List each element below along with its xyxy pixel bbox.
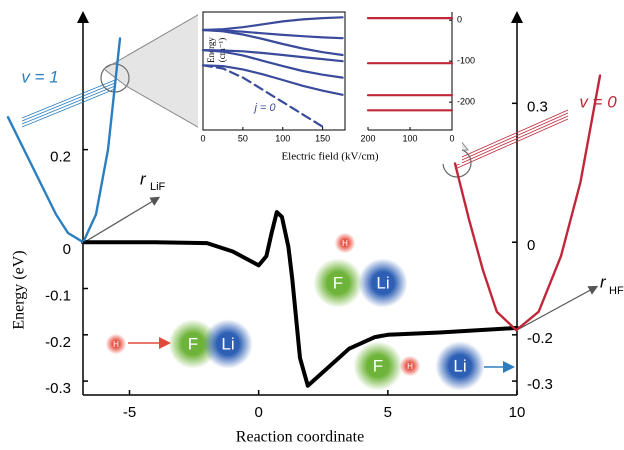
atom-label: H	[407, 362, 413, 371]
x-tick-label: 10	[509, 404, 526, 421]
atom-label: F	[188, 334, 198, 353]
data-line	[201, 64, 344, 96]
zoom-wedge	[103, 11, 204, 131]
atom	[353, 341, 403, 391]
inset-y2-tick-label: 0	[457, 15, 462, 25]
data-line	[201, 28, 344, 57]
y-tick-label: 0	[63, 241, 71, 258]
y2-tick-label: -0.3	[527, 376, 553, 393]
data-line	[453, 74, 602, 332]
axis-label: r	[140, 169, 147, 188]
atom	[105, 333, 127, 355]
r-lif-axis	[82, 196, 161, 244]
data-line	[6, 37, 122, 244]
inset-x-tick-label: 100	[275, 133, 290, 143]
atom	[399, 355, 421, 377]
inset-x-tick-label: 50	[238, 133, 248, 143]
inset-x-tick-label: 150	[315, 133, 330, 143]
y2-tick-label: 0.3	[527, 98, 548, 115]
annotation: v = 0	[579, 92, 617, 111]
y2-tick-label: -0.2	[527, 330, 553, 347]
hf-level	[454, 109, 569, 170]
atom	[313, 258, 363, 308]
axis-label-subscript: LiF	[150, 181, 166, 193]
inset-y2-tick-label: -200	[457, 97, 475, 107]
atom	[334, 232, 356, 254]
inset-y2-tick-label: -100	[457, 56, 475, 66]
inset-x-tick-label: 100	[402, 133, 417, 143]
x-tick-label: -5	[123, 404, 136, 421]
atom	[358, 258, 408, 308]
r-hf-axis	[516, 285, 599, 331]
atom-label: Li	[453, 356, 466, 375]
inset-left-frame	[202, 11, 346, 131]
annotation: v = 1	[21, 67, 58, 86]
annotation: j = 0	[252, 102, 276, 114]
atom-label: F	[373, 356, 383, 375]
inset-x-tick-label: 0	[200, 133, 205, 143]
y-tick-label: -0.2	[45, 334, 71, 351]
atom-label: H	[113, 340, 119, 349]
x-tick-label: 5	[384, 404, 392, 421]
y-tick-label: -0.1	[45, 287, 71, 304]
lif-level	[21, 79, 116, 128]
atom-label: Li	[376, 273, 389, 292]
y2-tick-label: 0	[527, 237, 535, 254]
data-line	[201, 49, 344, 63]
y-tick-label: 0.2	[50, 149, 71, 166]
atom-label: F	[333, 273, 343, 292]
atom-label: H	[342, 239, 348, 248]
data-line	[201, 28, 344, 40]
axis-label-subscript: HF	[609, 285, 624, 297]
inset-x-label: Electric field (kV/cm)	[281, 151, 378, 163]
atom-label: Li	[221, 334, 234, 353]
y-axis-label: Energy (eV)	[11, 250, 28, 329]
y-tick-label: -0.3	[45, 380, 71, 397]
x-axis-label: Reaction coordinate	[236, 429, 364, 446]
atom	[168, 319, 218, 369]
inset-x-tick-label: 200	[360, 133, 375, 143]
atom	[203, 319, 253, 369]
data-line	[81, 210, 519, 388]
axes	[77, 11, 523, 396]
data-line	[201, 16, 344, 32]
data-line	[201, 64, 324, 128]
data-line	[201, 49, 344, 79]
atom	[435, 341, 485, 391]
axis-label: r	[600, 272, 607, 291]
x-tick-label: 0	[254, 404, 262, 421]
inset-x-tick-label: 0	[449, 133, 454, 143]
